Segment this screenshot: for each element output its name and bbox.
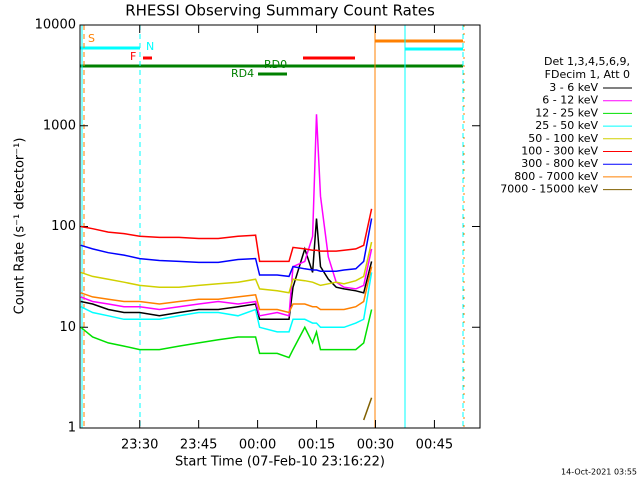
flag-label: S xyxy=(88,32,95,45)
series-line xyxy=(80,266,373,314)
series-line xyxy=(80,114,373,317)
legend-label: 7000 - 15000 keV xyxy=(500,183,598,196)
chart-title: RHESSI Observing Summary Count Rates xyxy=(125,2,435,20)
x-tick-label: 00:45 xyxy=(416,438,453,453)
series-line xyxy=(80,218,373,278)
flag-label: RD4 xyxy=(231,67,254,80)
footer: 14-Oct-2021 03:55 xyxy=(561,468,637,477)
series-line xyxy=(80,309,373,359)
series-line xyxy=(80,218,373,321)
x-axis-label: Start Time (07-Feb-10 23:16:22) xyxy=(175,455,385,470)
legend-label: 50 - 100 keV xyxy=(528,132,598,145)
legend-label: 25 - 50 keV xyxy=(535,119,598,132)
flag-label: N xyxy=(146,40,154,53)
flag-label: RD0 xyxy=(264,58,287,71)
series-line xyxy=(362,397,373,421)
series-line xyxy=(80,241,373,294)
y-tick-label: 10000 xyxy=(35,18,76,33)
legend-title: FDecim 1, Att 0 xyxy=(545,68,630,81)
y-tick-label: 100 xyxy=(51,219,76,234)
legend-label: 100 - 300 keV xyxy=(521,145,598,158)
x-tick-label: 23:45 xyxy=(180,438,217,453)
flag-label: F xyxy=(130,50,136,63)
legend-label: 3 - 6 keV xyxy=(549,81,598,94)
legend-label: 6 - 12 keV xyxy=(542,94,598,107)
legend-label: 300 - 800 keV xyxy=(521,157,598,170)
y-axis-label: Count Rate (s⁻¹ detector⁻¹) xyxy=(13,138,28,315)
legend-title: Det 1,3,4,5,6,9, xyxy=(544,55,630,68)
series-line xyxy=(80,272,373,333)
y-tick-label: 1 xyxy=(68,421,76,436)
x-tick-label: 23:30 xyxy=(121,438,158,453)
series-line xyxy=(80,208,373,263)
x-tick-label: 00:00 xyxy=(239,438,276,453)
y-tick-label: 10 xyxy=(59,320,76,335)
flags: S N F RD0 RD4 xyxy=(80,25,465,428)
legend-label: 800 - 7000 keV xyxy=(514,170,598,183)
x-tick-label: 00:15 xyxy=(298,438,335,453)
legend-label: 12 - 25 keV xyxy=(535,106,598,119)
x-tick-label: 00:30 xyxy=(357,438,394,453)
y-tick-label: 1000 xyxy=(43,118,76,133)
